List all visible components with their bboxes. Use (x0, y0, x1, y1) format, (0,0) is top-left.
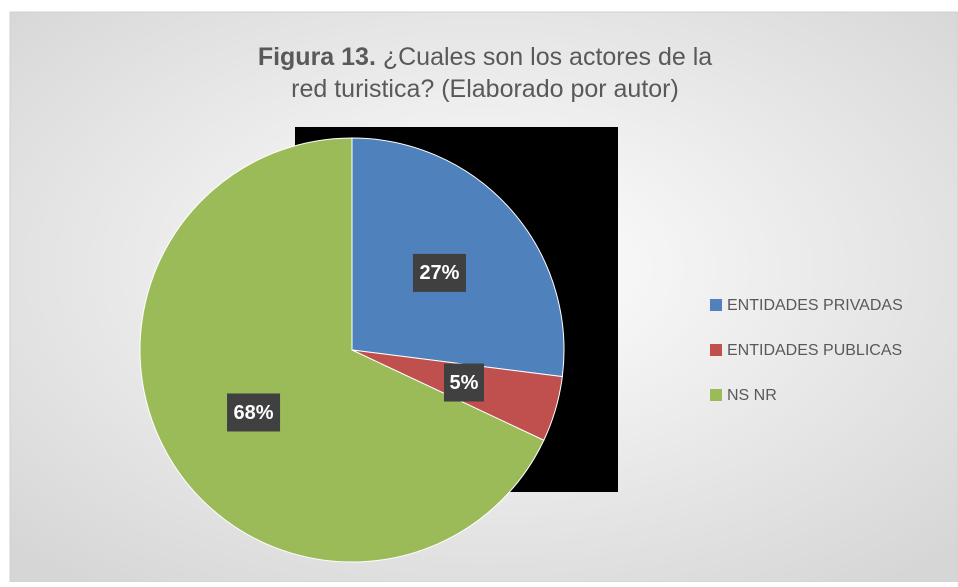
pie-slice (139, 137, 545, 563)
legend-label: ENTIDADES PUBLICAS (727, 342, 902, 359)
legend-swatch (710, 299, 722, 311)
chart-title: Figura 13. ¿Cuales son los actores de la… (258, 43, 712, 103)
legend: ENTIDADES PRIVADAS ENTIDADES PUBLICAS NS N… (710, 297, 903, 404)
data-label: 5% (450, 372, 479, 394)
data-label-box (443, 363, 484, 402)
legend-swatch (710, 389, 722, 401)
data-label: 27% (419, 262, 459, 284)
title-text: red turistica? (Elaborado por autor) (291, 75, 679, 103)
data-label: 68% (234, 402, 274, 424)
legend-label: ENTIDADES PRIVADAS (727, 297, 903, 314)
title-text: ¿Cuales son los actores de la (376, 43, 712, 71)
pie (139, 137, 565, 563)
data-label-box (227, 393, 281, 432)
legend-swatch (710, 344, 722, 356)
legend-label: NS NR (727, 387, 777, 404)
data-label-box (412, 253, 466, 292)
title-prefix: Figura 13. (258, 43, 376, 71)
data-labels: 27% 5% 68% (227, 253, 484, 432)
